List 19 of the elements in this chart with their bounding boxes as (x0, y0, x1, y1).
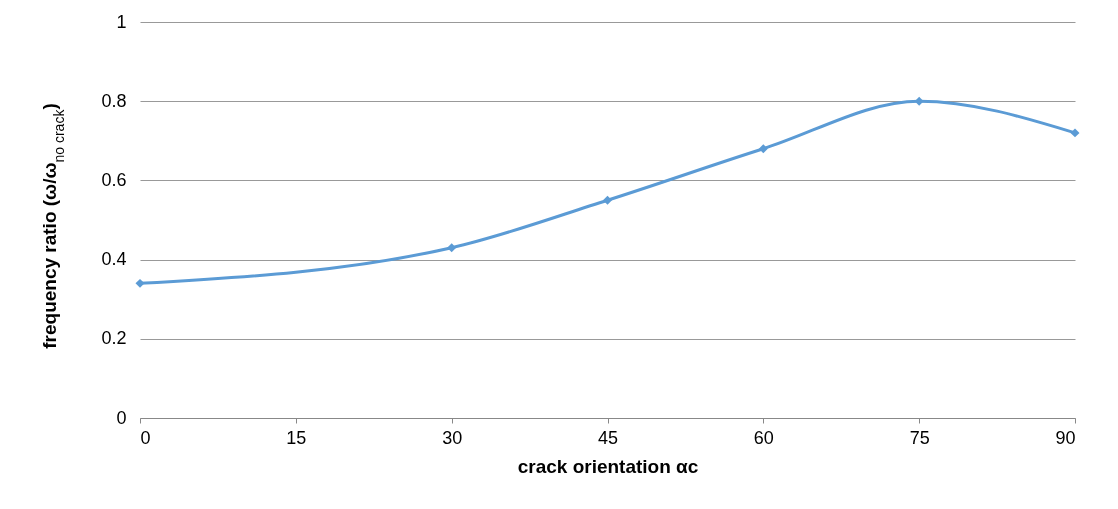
y-tick-label: 1 (116, 11, 127, 32)
point (758, 144, 768, 154)
point (603, 195, 612, 205)
point (1070, 128, 1080, 138)
x-tick-label: 15 (286, 427, 307, 448)
x-tick-label: 45 (597, 427, 619, 448)
y-tick-label: 0.8 (101, 90, 127, 111)
y-tick-label: 0.2 (101, 328, 127, 349)
y-tick-label: 0 (116, 407, 127, 428)
x-tick-label: 0 (140, 427, 151, 448)
x-tick-label: 90 (1055, 427, 1076, 448)
y-tick-label: 0.6 (101, 169, 127, 190)
x-axis-title: crack orientation αc (517, 455, 699, 477)
x-tick-label: 60 (753, 427, 774, 448)
x-tick-label: 30 (442, 427, 463, 448)
x-tick-label: 75 (909, 427, 930, 448)
y-tick-label: 0.4 (101, 249, 127, 270)
point (447, 243, 457, 253)
point (135, 278, 145, 288)
